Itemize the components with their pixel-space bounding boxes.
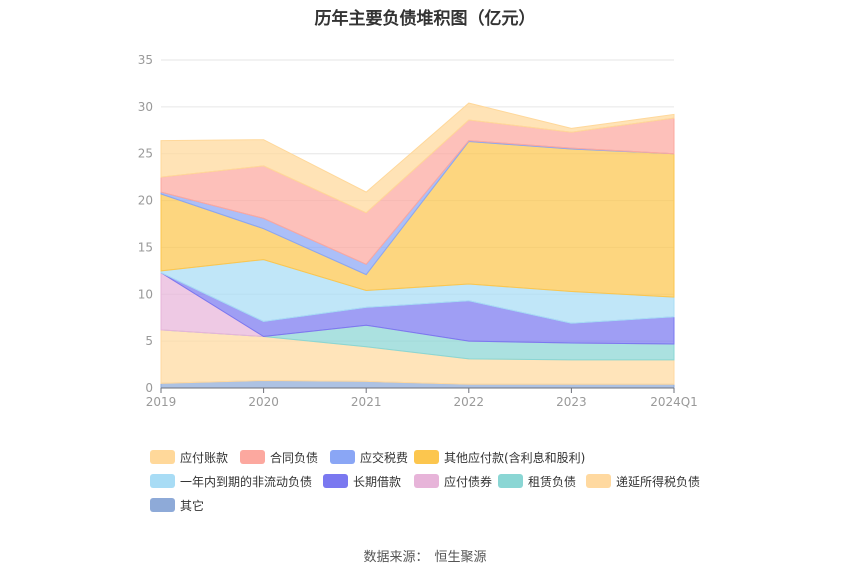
y-tick-label: 0 bbox=[145, 381, 153, 395]
y-tick-label: 5 bbox=[145, 334, 153, 348]
y-tick-label: 20 bbox=[138, 194, 153, 208]
legend-swatch bbox=[414, 474, 439, 488]
legend-label: 合同负债 bbox=[270, 450, 319, 465]
legend-label: 一年内到期的非流动负债 bbox=[180, 474, 313, 489]
area-应付账款 bbox=[160, 102, 675, 214]
y-tick-label: 30 bbox=[138, 100, 153, 114]
source-value: 恒生聚源 bbox=[434, 550, 487, 565]
legend-label: 长期借款 bbox=[353, 474, 402, 489]
legend-swatch bbox=[150, 498, 175, 512]
legend-label: 其他应付款(含利息和股利) bbox=[444, 450, 586, 465]
source-label: 数据来源： bbox=[363, 550, 429, 565]
legend-item[interactable]: 租赁负债 bbox=[498, 473, 576, 489]
x-tick-label: 2023 bbox=[556, 395, 587, 409]
x-tick-label: 2022 bbox=[454, 395, 485, 409]
legend-item[interactable]: 合同负债 bbox=[240, 449, 318, 465]
legend-swatch bbox=[586, 474, 611, 488]
legend-item[interactable]: 递延所得税负债 bbox=[586, 473, 700, 489]
legend-swatch bbox=[240, 450, 265, 464]
y-tick-label: 15 bbox=[138, 240, 153, 254]
legend-label: 其它 bbox=[180, 498, 205, 513]
axes: 0 5 10 15 20 25 30 35 2019 2020 2021 2022 2023 2024Q1 bbox=[138, 53, 698, 409]
x-tick-label: 2024Q1 bbox=[650, 395, 698, 409]
x-tick-label: 2021 bbox=[351, 395, 382, 409]
legend-item[interactable]: 应付账款 bbox=[150, 449, 228, 465]
legend-swatch bbox=[150, 450, 175, 464]
area-series bbox=[160, 102, 675, 389]
legend-item[interactable]: 应交税费 bbox=[330, 449, 408, 465]
y-tick-label: 25 bbox=[138, 147, 153, 161]
y-tick-label: 35 bbox=[138, 53, 153, 67]
legend-swatch bbox=[150, 474, 175, 488]
legend-label: 应交税费 bbox=[360, 450, 409, 465]
legend-swatch bbox=[498, 474, 523, 488]
legend-item[interactable]: 应付债券 bbox=[414, 473, 492, 489]
legend-label: 租赁负债 bbox=[528, 474, 577, 489]
legend-swatch bbox=[323, 474, 348, 488]
legend-swatch bbox=[330, 450, 355, 464]
y-tick-label: 10 bbox=[138, 287, 153, 301]
data-source: 数据来源： 恒生聚源 bbox=[0, 546, 850, 565]
legend-label: 应付债券 bbox=[444, 474, 493, 489]
legend-item[interactable]: 其它 bbox=[150, 497, 204, 513]
legend-item[interactable]: 其他应付款(含利息和股利) bbox=[414, 449, 585, 465]
legend-item[interactable]: 长期借款 bbox=[323, 473, 401, 489]
legend-swatch bbox=[414, 450, 439, 464]
x-tick-label: 2019 bbox=[146, 395, 177, 409]
legend-label: 递延所得税负债 bbox=[616, 474, 701, 489]
x-tick-label: 2020 bbox=[248, 395, 279, 409]
chart-title: 历年主要负债堆积图（亿元） bbox=[314, 9, 536, 29]
legend-label: 应付账款 bbox=[180, 450, 229, 465]
legend-item[interactable]: 一年内到期的非流动负债 bbox=[150, 473, 312, 489]
